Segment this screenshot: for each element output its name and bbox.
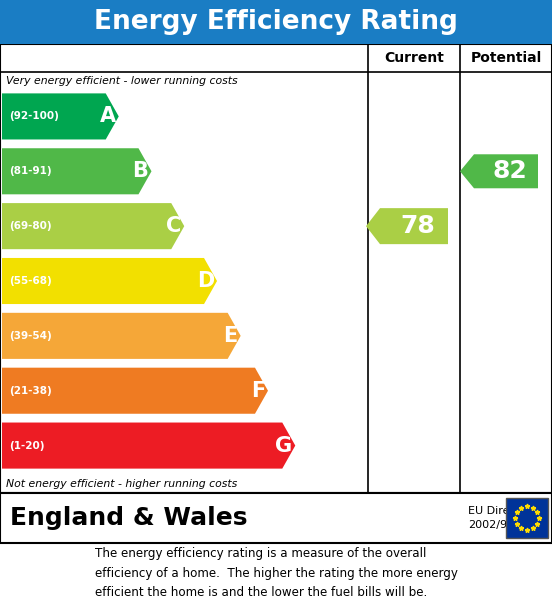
Text: Very energy efficient - lower running costs: Very energy efficient - lower running co… (6, 75, 237, 85)
Bar (506, 498, 548, 538)
Polygon shape (2, 368, 268, 414)
Text: Not energy efficient - higher running costs: Not energy efficient - higher running co… (6, 479, 237, 489)
Text: A: A (99, 107, 116, 126)
Text: The energy efficiency rating is a measure of the overall
efficiency of a home.  : The energy efficiency rating is a measur… (94, 547, 458, 599)
Text: 78: 78 (400, 214, 435, 238)
Text: C: C (166, 216, 181, 236)
Text: (1-20): (1-20) (9, 441, 45, 451)
Text: Potential: Potential (470, 51, 542, 65)
Polygon shape (2, 313, 241, 359)
Text: England & Wales: England & Wales (10, 506, 247, 530)
Polygon shape (2, 203, 184, 249)
Text: F: F (251, 381, 265, 401)
Text: 82: 82 (492, 159, 527, 183)
Polygon shape (2, 422, 295, 468)
Text: EU Directive
2002/91/EC: EU Directive 2002/91/EC (468, 506, 537, 530)
Polygon shape (2, 148, 151, 194)
Text: E: E (224, 326, 238, 346)
Bar (0, 44, 552, 493)
Text: (39-54): (39-54) (9, 331, 52, 341)
Polygon shape (2, 93, 119, 140)
Polygon shape (460, 154, 538, 188)
Polygon shape (2, 258, 217, 304)
Text: B: B (132, 161, 148, 181)
Polygon shape (366, 208, 448, 244)
Bar (0, 0, 552, 44)
Text: Current: Current (384, 51, 444, 65)
Text: D: D (197, 271, 214, 291)
Text: (21-38): (21-38) (9, 386, 52, 396)
Text: (92-100): (92-100) (9, 112, 59, 121)
Bar (0, 493, 552, 543)
Text: (55-68): (55-68) (9, 276, 52, 286)
Text: Energy Efficiency Rating: Energy Efficiency Rating (94, 9, 458, 35)
Text: (81-91): (81-91) (9, 166, 52, 177)
Text: G: G (275, 436, 292, 455)
Text: (69-80): (69-80) (9, 221, 52, 231)
